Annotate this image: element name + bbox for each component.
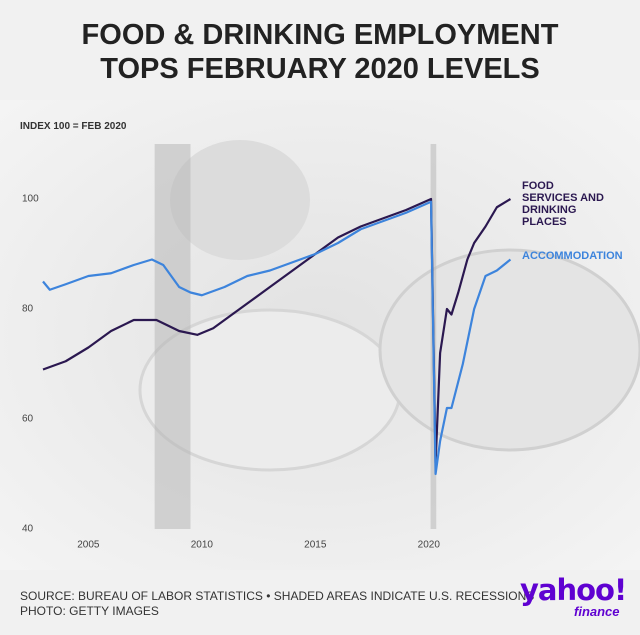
title: FOOD & DRINKING EMPLOYMENT TOPS FEBRUARY… (81, 19, 559, 85)
source: SOURCE: BUREAU OF LABOR STATISTICS • SHA… (20, 589, 535, 603)
series-label: FOOD SERVICES AND DRINKING PLACES (522, 180, 604, 228)
series-line (42, 200, 512, 476)
photo-bowl (378, 248, 640, 452)
y-tick-label: 40 (22, 524, 34, 535)
y-tick-label: 80 (22, 304, 34, 315)
y-tick-label: 60 (22, 414, 34, 425)
series-line (42, 197, 512, 465)
photo-shape (170, 140, 310, 260)
y-tick-label: 100 (22, 194, 39, 205)
y-axis-label: INDEX 100 = FEB 2020 (20, 121, 127, 132)
recession-shade (154, 144, 191, 529)
x-tick-label: 2015 (304, 540, 327, 551)
series-label: ACCOMMODATION (522, 250, 623, 262)
x-tick-label: 2020 (418, 540, 441, 551)
logo-sub: finance (574, 604, 620, 619)
photo-credit: PHOTO: GETTY IMAGES (20, 604, 159, 618)
x-tick-label: 2005 (77, 540, 100, 551)
x-tick-label: 2010 (191, 540, 214, 551)
logo: yahoo! (520, 573, 627, 607)
